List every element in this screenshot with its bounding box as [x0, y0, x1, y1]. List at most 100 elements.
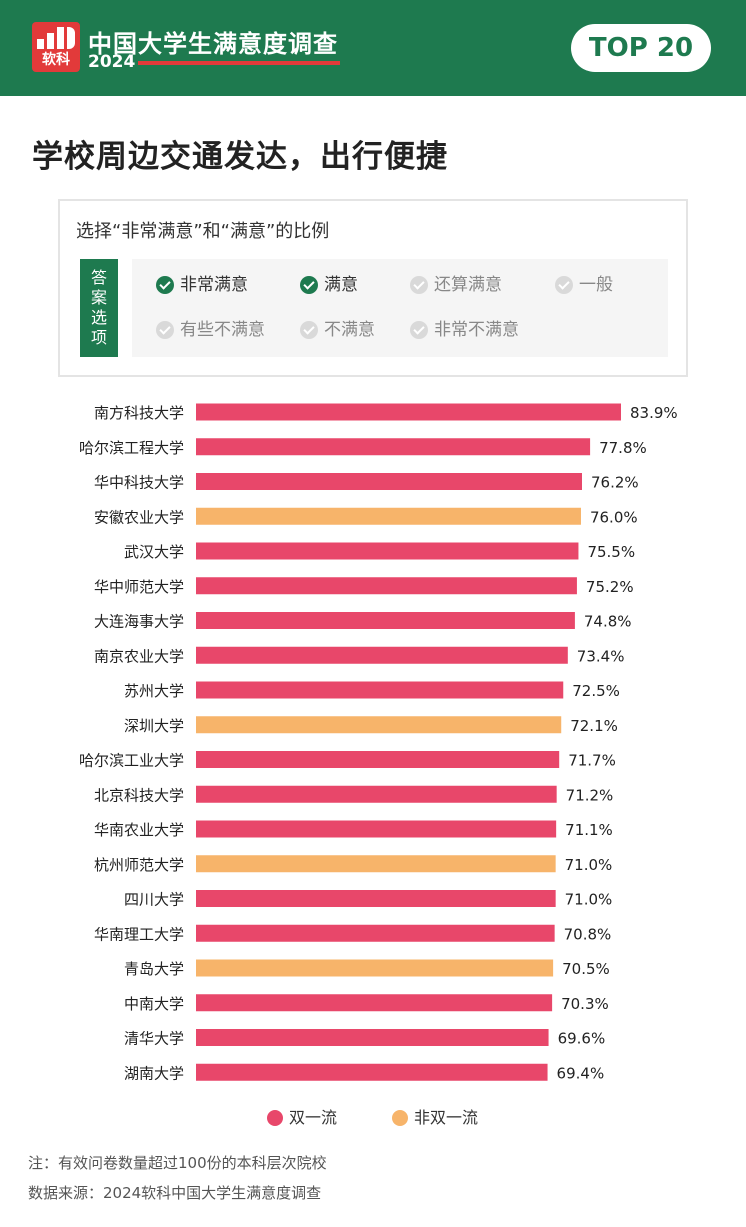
category-label: 南京农业大学 — [94, 647, 184, 665]
value-label: 71.1% — [565, 821, 613, 839]
check-icon — [300, 276, 318, 294]
bar — [196, 473, 582, 490]
category-label: 安徽农业大学 — [94, 508, 184, 526]
option-somewhat-dissatisfied: 有些不满意 — [156, 320, 265, 340]
category-label: 华中科技大学 — [94, 474, 184, 492]
bar-chart: 南方科技大学 83.9% 哈尔滨工程大学 77.8% 华中科技大学 76.2% 安徽农业大学… — [79, 403, 678, 1082]
value-label: 73.4% — [577, 647, 625, 665]
answer-options-label: 答 案 选 项 — [80, 259, 118, 357]
value-label: 70.5% — [562, 960, 610, 978]
top-badge: TOP 20 — [571, 24, 711, 72]
value-label: 77.8% — [599, 439, 647, 457]
option-label: 还算满意 — [434, 275, 502, 295]
value-label: 71.0% — [565, 856, 613, 874]
bar-chart-icon — [37, 27, 75, 49]
side-label-char: 选 — [90, 308, 107, 327]
legend-label: 非双一流 — [414, 1108, 479, 1127]
category-label: 华南理工大学 — [94, 925, 184, 943]
option-very-satisfied: 非常满意 — [156, 275, 248, 295]
option-fairly-satisfied: 还算满意 — [410, 275, 502, 295]
survey-year: 2024 — [88, 52, 136, 72]
category-label: 南方科技大学 — [94, 404, 184, 422]
category-label: 华南农业大学 — [94, 821, 184, 839]
category-label: 青岛大学 — [124, 960, 184, 978]
option-label: 一般 — [579, 275, 613, 295]
category-label: 杭州师范大学 — [94, 856, 184, 874]
value-label: 76.0% — [590, 508, 638, 526]
category-label: 北京科技大学 — [94, 786, 184, 804]
bar — [196, 716, 562, 734]
legend-item-double-first-class: 双一流 — [267, 1108, 337, 1128]
option-label: 非常不满意 — [434, 320, 519, 340]
value-label: 72.1% — [570, 717, 618, 735]
category-label: 四川大学 — [124, 891, 184, 909]
bar — [196, 542, 579, 560]
value-label: 74.8% — [584, 613, 632, 631]
bar — [196, 1063, 548, 1081]
value-label: 83.9% — [630, 404, 678, 422]
ruanke-logo: 软科 — [32, 22, 80, 72]
logo-brand-text: 软科 — [42, 52, 70, 68]
category-label: 哈尔滨工业大学 — [79, 752, 184, 770]
bar — [196, 612, 575, 629]
category-label: 苏州大学 — [124, 682, 184, 700]
value-label: 72.5% — [572, 682, 620, 700]
check-icon — [410, 321, 428, 339]
value-label: 71.0% — [565, 891, 613, 909]
category-label: 华中师范大学 — [94, 578, 184, 596]
survey-title: 中国大学生满意度调查 — [88, 30, 338, 58]
legend-swatch — [267, 1110, 283, 1126]
bar — [196, 403, 621, 421]
bar — [196, 751, 560, 768]
side-label-char: 项 — [90, 328, 107, 347]
option-dissatisfied: 不满意 — [300, 320, 375, 340]
check-icon — [555, 276, 573, 294]
category-label: 大连海事大学 — [94, 613, 184, 631]
bar — [196, 855, 556, 873]
value-label: 71.2% — [566, 786, 614, 804]
category-label: 中南大学 — [124, 995, 184, 1013]
bar — [196, 438, 591, 456]
header-banner: 软科 中国大学生满意度调查 2024 TOP 20 — [0, 0, 746, 96]
legend-item-non-double-first-class: 非双一流 — [392, 1108, 478, 1128]
option-label: 不满意 — [324, 320, 375, 340]
legend-label: 双一流 — [289, 1108, 338, 1127]
bar — [196, 1029, 549, 1046]
legend-swatch — [392, 1110, 408, 1126]
title-underline — [138, 61, 340, 65]
bar — [196, 890, 556, 907]
value-label: 70.3% — [561, 995, 609, 1013]
value-label: 75.2% — [586, 578, 634, 596]
bar — [196, 820, 557, 838]
bar — [196, 785, 557, 803]
check-icon — [156, 321, 174, 339]
category-label: 哈尔滨工程大学 — [79, 439, 184, 457]
answer-options-panel: 选择“非常满意”和“满意”的比例 答 案 选 项 非常满意 满意 还算满意 一般 — [58, 199, 688, 377]
bar — [196, 681, 564, 699]
footnote-source: 数据来源：2024软科中国大学生满意度调查 — [28, 1184, 322, 1202]
category-label: 深圳大学 — [124, 717, 184, 735]
option-label: 满意 — [324, 275, 358, 295]
category-label: 湖南大学 — [124, 1064, 184, 1082]
option-neutral: 一般 — [555, 275, 613, 295]
value-label: 70.8% — [564, 925, 612, 943]
category-label: 清华大学 — [124, 1030, 184, 1048]
bar — [196, 959, 554, 977]
side-label-char: 答 — [90, 268, 107, 287]
side-label-char: 案 — [90, 288, 107, 307]
bar — [196, 577, 577, 595]
options-grid: 非常满意 满意 还算满意 一般 有些不满意 不满意 — [132, 259, 668, 357]
option-label: 非常满意 — [180, 275, 248, 295]
bar — [196, 994, 553, 1012]
footnote-note: 注：有效问卷数量超过100份的本科层次院校 — [28, 1154, 327, 1172]
value-label: 71.7% — [568, 752, 616, 770]
value-label: 69.4% — [557, 1064, 605, 1082]
bar — [196, 924, 555, 942]
options-prompt: 选择“非常满意”和“满意”的比例 — [76, 221, 330, 242]
value-label: 75.5% — [587, 543, 635, 561]
option-satisfied: 满意 — [300, 275, 358, 295]
value-label: 76.2% — [591, 474, 639, 492]
check-icon — [156, 276, 174, 294]
check-icon — [410, 276, 428, 294]
category-label: 武汉大学 — [124, 543, 184, 561]
